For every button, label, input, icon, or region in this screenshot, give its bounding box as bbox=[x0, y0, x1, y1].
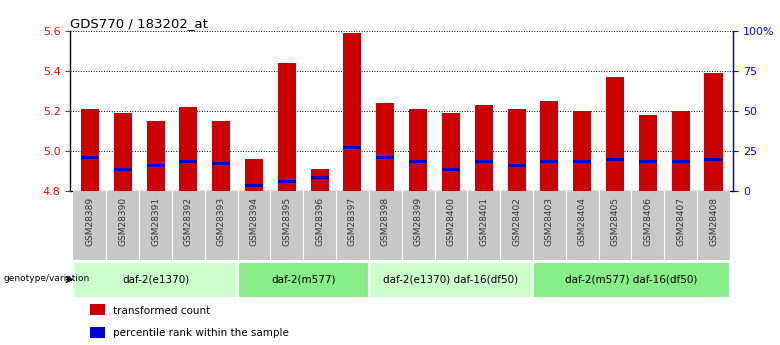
Text: GSM28392: GSM28392 bbox=[184, 197, 193, 246]
Text: GSM28404: GSM28404 bbox=[578, 197, 587, 246]
Bar bbox=[114, 168, 132, 171]
Bar bbox=[508, 109, 526, 191]
Bar bbox=[442, 168, 460, 171]
Bar bbox=[573, 160, 591, 162]
Bar bbox=[541, 160, 558, 162]
Bar bbox=[376, 103, 395, 191]
Bar bbox=[245, 159, 263, 191]
Text: GSM28399: GSM28399 bbox=[413, 197, 423, 246]
Text: GSM28391: GSM28391 bbox=[151, 197, 160, 246]
Text: GSM28395: GSM28395 bbox=[282, 197, 291, 246]
Text: daf-2(m577) daf-16(df50): daf-2(m577) daf-16(df50) bbox=[566, 275, 697, 285]
Text: GSM28408: GSM28408 bbox=[709, 197, 718, 246]
Bar bbox=[409, 160, 427, 162]
Bar bbox=[179, 107, 197, 191]
Text: GSM28407: GSM28407 bbox=[676, 197, 685, 246]
Bar bbox=[369, 263, 533, 298]
Bar bbox=[245, 184, 263, 187]
Text: GSM28402: GSM28402 bbox=[512, 197, 521, 246]
Text: GDS770 / 183202_at: GDS770 / 183202_at bbox=[70, 17, 208, 30]
Bar bbox=[147, 121, 165, 191]
Bar bbox=[310, 176, 328, 179]
Bar bbox=[639, 160, 657, 162]
Text: GSM28394: GSM28394 bbox=[250, 197, 258, 246]
Bar bbox=[704, 73, 722, 191]
Bar bbox=[541, 101, 558, 191]
Bar bbox=[147, 164, 165, 167]
Bar bbox=[475, 160, 493, 162]
Bar bbox=[606, 77, 624, 191]
Bar bbox=[278, 63, 296, 191]
Bar bbox=[409, 109, 427, 191]
Bar bbox=[704, 158, 722, 160]
Bar bbox=[573, 111, 591, 191]
Bar bbox=[179, 160, 197, 162]
Bar bbox=[606, 158, 624, 160]
Text: genotype/variation: genotype/variation bbox=[4, 274, 90, 283]
Text: GSM28397: GSM28397 bbox=[348, 197, 357, 246]
Bar bbox=[212, 121, 230, 191]
Bar bbox=[343, 33, 361, 191]
Text: GSM28393: GSM28393 bbox=[217, 197, 225, 246]
Bar bbox=[81, 156, 99, 159]
Bar bbox=[310, 169, 328, 191]
Text: GSM28403: GSM28403 bbox=[545, 197, 554, 246]
Bar bbox=[672, 111, 690, 191]
Text: GSM28405: GSM28405 bbox=[611, 197, 619, 246]
Bar bbox=[343, 146, 361, 149]
Text: daf-2(e1370) daf-16(df50): daf-2(e1370) daf-16(df50) bbox=[384, 275, 519, 285]
Bar bbox=[81, 109, 99, 191]
Bar bbox=[533, 263, 730, 298]
Text: GSM28390: GSM28390 bbox=[119, 197, 127, 246]
Bar bbox=[212, 162, 230, 165]
Bar bbox=[278, 180, 296, 183]
Bar bbox=[639, 115, 657, 191]
Text: daf-2(m577): daf-2(m577) bbox=[271, 275, 335, 285]
Text: daf-2(e1370): daf-2(e1370) bbox=[122, 275, 190, 285]
Text: GSM28406: GSM28406 bbox=[644, 197, 652, 246]
Bar bbox=[90, 327, 105, 338]
Text: GSM28396: GSM28396 bbox=[315, 197, 324, 246]
Text: transformed count: transformed count bbox=[113, 306, 211, 315]
Text: percentile rank within the sample: percentile rank within the sample bbox=[113, 328, 289, 338]
Text: GSM28389: GSM28389 bbox=[85, 197, 94, 246]
Text: GSM28400: GSM28400 bbox=[446, 197, 456, 246]
Bar bbox=[508, 164, 526, 167]
Bar bbox=[73, 263, 238, 298]
Bar bbox=[442, 113, 460, 191]
Text: GSM28401: GSM28401 bbox=[479, 197, 488, 246]
Text: GSM28398: GSM28398 bbox=[381, 197, 390, 246]
Bar bbox=[114, 113, 132, 191]
Bar bbox=[376, 156, 395, 159]
Bar bbox=[672, 160, 690, 162]
Bar bbox=[90, 304, 105, 315]
Bar bbox=[238, 263, 369, 298]
Bar bbox=[475, 105, 493, 191]
